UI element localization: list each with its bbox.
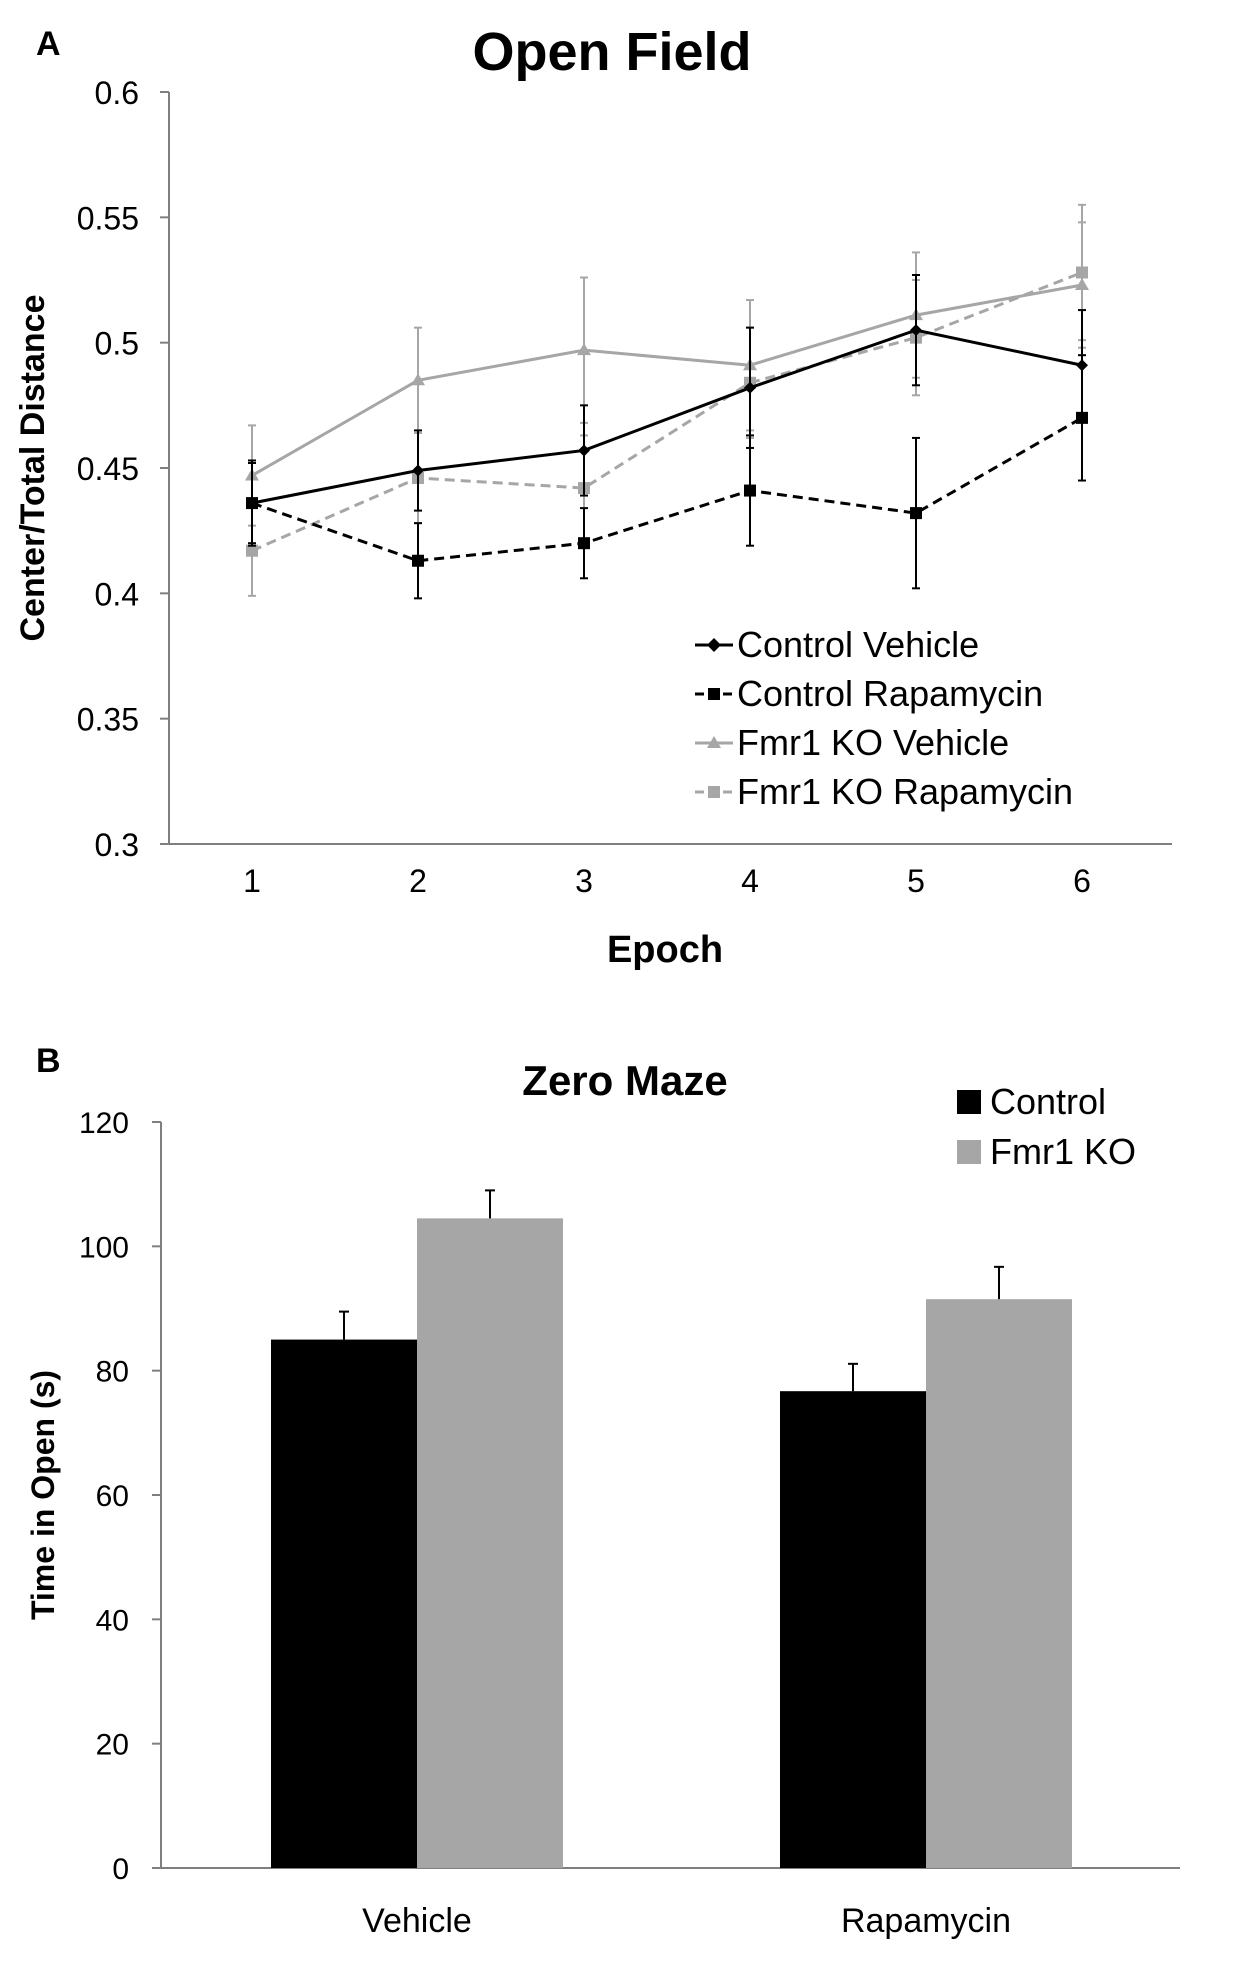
legend-label-fmr1-ko-rapamycin: Fmr1 KO Rapamycin: [737, 771, 1073, 812]
panel-a-open-field: A Open Field Epoch Center/Total Distance…: [14, 22, 1172, 971]
bar-control-vehicle: [271, 1339, 417, 1868]
legend-item-fmr1-ko-rapamycin: Fmr1 KO Rapamycin: [695, 771, 1073, 812]
series-line: [251, 271, 1083, 553]
y-tick-label: 0.45: [77, 451, 139, 487]
chart-a-legend: Control Vehicle Control Rapamycin Fmr1 K…: [695, 624, 1073, 812]
y-tick-label: 0.6: [95, 75, 139, 111]
y-tick-label: 60: [96, 1480, 129, 1513]
bar-control-rapamycin: [780, 1391, 926, 1868]
x-tick-label-epoch-3: 3: [575, 863, 593, 899]
data-point-triangle: [411, 373, 425, 386]
legend-marker-triangle: [707, 736, 721, 748]
legend-label-fmr1-ko: Fmr1 KO: [990, 1131, 1136, 1172]
legend-swatch-fmr1-ko: [957, 1140, 981, 1164]
chart-b-legend: Control Fmr1 KO: [957, 1081, 1136, 1172]
y-tick-label: 100: [79, 1231, 129, 1264]
x-tick-label-rapamycin: Rapamycin: [841, 1902, 1011, 1940]
data-point-triangle: [577, 343, 591, 356]
chart-a-ylabel: Center/Total Distance: [14, 294, 52, 641]
legend-swatch-control: [957, 1090, 981, 1114]
legend-item-control-vehicle: Control Vehicle: [695, 624, 979, 665]
legend-label-control-rapamycin: Control Rapamycin: [737, 673, 1043, 714]
y-tick-label: 0.3: [95, 827, 139, 863]
series-control-rapamycin: [246, 354, 1088, 600]
legend-marker-diamond: [707, 638, 721, 652]
series-line: [251, 328, 1083, 505]
legend-label-control: Control: [990, 1081, 1106, 1122]
chart-a-xlabel: Epoch: [607, 929, 723, 971]
chart-b-x-ticks: Vehicle Rapamycin: [362, 1902, 1011, 1940]
series-line: [251, 416, 1083, 563]
chart-a-title: Open Field: [472, 22, 751, 82]
data-point-square: [246, 544, 258, 557]
panel-b-label: B: [36, 1042, 61, 1080]
legend-item-control-rapamycin: Control Rapamycin: [695, 673, 1043, 714]
legend-item-control: Control: [957, 1081, 1106, 1122]
data-point-square: [744, 484, 756, 497]
panel-b-zero-maze: B Zero Maze Time in Open (s) 0 20 40 60 80 10…: [25, 1042, 1180, 1940]
data-point-square: [578, 537, 590, 550]
chart-a-x-ticks: 1 2 3 4 5 6: [243, 863, 1091, 899]
y-tick-label: 120: [79, 1107, 129, 1140]
y-tick-label: 0.5: [95, 326, 139, 362]
legend-marker-square: [708, 688, 720, 700]
data-point-square: [1076, 411, 1088, 424]
data-point-square: [910, 507, 922, 520]
data-point-diamond: [412, 464, 424, 477]
y-tick-label: 0: [112, 1853, 129, 1886]
series-line: [251, 283, 1083, 477]
data-point-square: [412, 554, 424, 567]
y-tick-label: 0.55: [77, 200, 139, 236]
y-tick-label: 0.35: [77, 702, 139, 738]
legend-marker-square: [708, 786, 720, 798]
chart-b-y-ticks: 0 20 40 60 80 100 120: [79, 1107, 161, 1886]
data-point-square: [246, 497, 258, 510]
data-point-square: [1076, 266, 1088, 279]
chart-b-title: Zero Maze: [522, 1057, 727, 1104]
legend-item-fmr1-ko: Fmr1 KO: [957, 1131, 1136, 1172]
y-tick-label: 20: [96, 1729, 129, 1762]
data-point-diamond: [910, 324, 922, 337]
panel-a-label: A: [36, 25, 61, 63]
chart-b-bars: [271, 1189, 1072, 1868]
bar-fmr1-ko-vehicle: [417, 1218, 563, 1868]
x-tick-label-epoch-2: 2: [409, 863, 427, 899]
chart-a-series: [245, 203, 1089, 600]
legend-label-fmr1-ko-vehicle: Fmr1 KO Vehicle: [737, 722, 1009, 763]
x-tick-label-epoch-1: 1: [243, 863, 261, 899]
chart-a-y-ticks: 0.3 0.35 0.4 0.45 0.5 0.55 0.6: [77, 75, 169, 863]
y-tick-label: 40: [96, 1604, 129, 1637]
legend-label-control-vehicle: Control Vehicle: [737, 624, 979, 665]
x-tick-label-vehicle: Vehicle: [362, 1902, 472, 1940]
data-point-diamond: [744, 381, 756, 394]
y-tick-label: 80: [96, 1356, 129, 1389]
y-tick-label: 0.4: [95, 576, 139, 612]
bar-fmr1-ko-rapamycin: [926, 1299, 1072, 1868]
chart-b-ylabel: Time in Open (s): [25, 1370, 61, 1620]
x-tick-label-epoch-5: 5: [907, 863, 925, 899]
legend-item-fmr1-ko-vehicle: Fmr1 KO Vehicle: [695, 722, 1009, 763]
data-point-diamond: [578, 444, 590, 457]
x-tick-label-epoch-4: 4: [741, 863, 759, 899]
x-tick-label-epoch-6: 6: [1073, 863, 1091, 899]
